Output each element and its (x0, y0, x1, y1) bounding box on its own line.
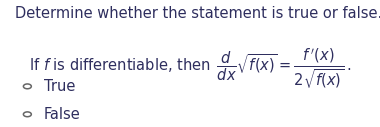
Text: False: False (44, 107, 81, 122)
Text: If $f$ is differentiable, then $\,\dfrac{d}{dx}\sqrt{f(x)} = \dfrac{f\,'(x)}{2\s: If $f$ is differentiable, then $\,\dfrac… (28, 46, 352, 90)
Text: True: True (44, 79, 75, 94)
Text: Determine whether the statement is true or false.: Determine whether the statement is true … (15, 6, 380, 21)
